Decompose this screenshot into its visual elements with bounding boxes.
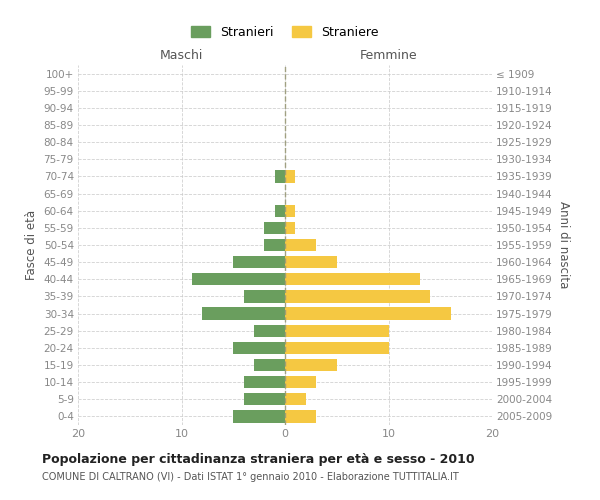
Bar [244, 376, 285, 388]
Bar [265, 222, 285, 234]
Text: Maschi: Maschi [160, 50, 203, 62]
Bar [285, 273, 419, 285]
Bar [244, 393, 285, 406]
Y-axis label: Fasce di età: Fasce di età [25, 210, 38, 280]
Text: COMUNE DI CALTRANO (VI) - Dati ISTAT 1° gennaio 2010 - Elaborazione TUTTITALIA.I: COMUNE DI CALTRANO (VI) - Dati ISTAT 1° … [42, 472, 459, 482]
Bar [285, 342, 389, 354]
Legend: Stranieri, Straniere: Stranieri, Straniere [187, 21, 383, 44]
Text: Femmine: Femmine [359, 50, 418, 62]
Bar [285, 290, 430, 302]
Bar [233, 342, 285, 354]
Bar [285, 256, 337, 268]
Bar [285, 359, 337, 371]
Bar [285, 324, 389, 337]
Bar [254, 324, 285, 337]
Bar [285, 308, 451, 320]
Text: Popolazione per cittadinanza straniera per età e sesso - 2010: Popolazione per cittadinanza straniera p… [42, 452, 475, 466]
Bar [285, 170, 295, 182]
Bar [285, 204, 295, 217]
Bar [285, 239, 316, 251]
Y-axis label: Anni di nascita: Anni di nascita [557, 202, 569, 288]
Bar [233, 410, 285, 422]
Bar [275, 170, 285, 182]
Bar [244, 290, 285, 302]
Bar [285, 410, 316, 422]
Bar [285, 393, 306, 406]
Bar [275, 204, 285, 217]
Bar [192, 273, 285, 285]
Bar [254, 359, 285, 371]
Bar [233, 256, 285, 268]
Bar [285, 376, 316, 388]
Bar [265, 239, 285, 251]
Bar [285, 222, 295, 234]
Bar [202, 308, 285, 320]
